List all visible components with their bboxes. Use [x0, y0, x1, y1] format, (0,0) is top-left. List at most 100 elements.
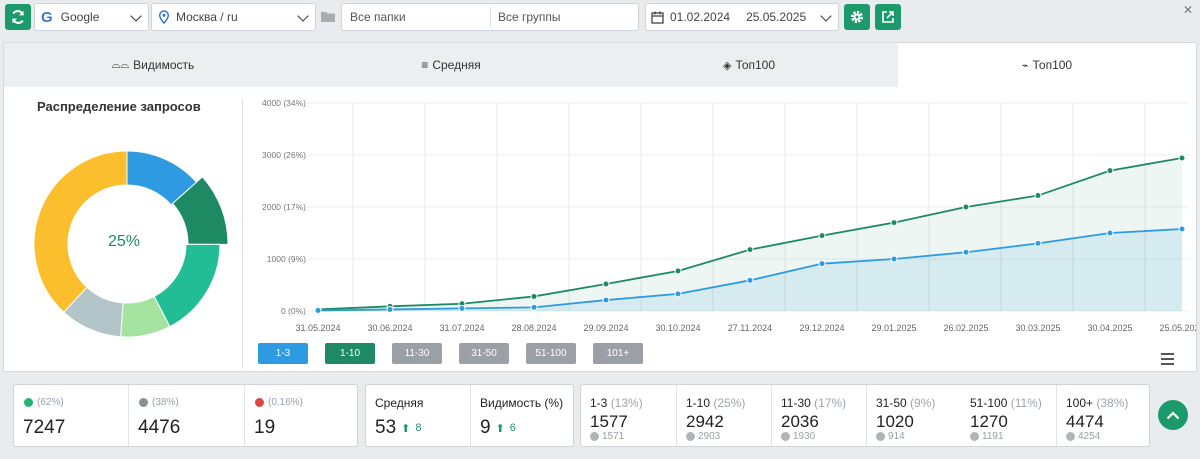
- range-value: 2942: [686, 412, 724, 431]
- export-icon: [882, 11, 894, 23]
- data-point: [890, 255, 898, 263]
- range-pct: (11%): [1010, 396, 1042, 410]
- down-value: 19: [254, 417, 276, 438]
- tab-label: Топ100: [1032, 58, 1073, 72]
- x-tick-label: 30.10.2024: [655, 323, 700, 333]
- up-value: 7247: [23, 417, 66, 438]
- gear-icon: [851, 11, 863, 23]
- x-tick-label: 28.08.2024: [511, 323, 556, 333]
- donut-center-label: 25%: [107, 233, 141, 250]
- search-engine-select[interactable]: G Google: [34, 3, 149, 31]
- range-label: 100+: [1066, 396, 1094, 410]
- data-point: [818, 232, 826, 240]
- history-icon: [781, 432, 790, 441]
- same-value: 4476: [138, 417, 181, 438]
- scroll-top-button[interactable]: [1158, 400, 1188, 430]
- date-to: 25.05.2025: [746, 10, 807, 24]
- range-31-50: 31-50 (9%) 1020 914: [866, 385, 961, 446]
- folders-groups-filter[interactable]: Все папки Все группы: [341, 3, 639, 31]
- arrow-up-icon: ⬆: [401, 422, 411, 435]
- positions-up: (62%) 7247: [14, 385, 128, 446]
- tab-label: Средняя: [432, 58, 481, 72]
- x-tick-label: 29.09.2024: [583, 323, 628, 333]
- down-pct: (0.16%): [268, 397, 304, 408]
- data-point: [602, 296, 610, 304]
- range-11-30: 11-30 (17%) 2036 1930: [771, 385, 866, 446]
- close-icon[interactable]: ✕: [1183, 3, 1194, 17]
- chevron-down-icon: [297, 10, 309, 22]
- arrow-up-icon: [24, 398, 33, 407]
- trend-icon: ⌁: [1021, 59, 1029, 72]
- range-prev: 1571: [602, 431, 625, 442]
- y-tick-label: 2000 (17%): [262, 202, 306, 212]
- google-icon: G: [41, 8, 53, 26]
- donut-slice-1-10: [171, 176, 229, 245]
- same-pct: (38%): [152, 397, 179, 408]
- average-delta: 8: [415, 422, 422, 434]
- folders-field[interactable]: Все папки: [350, 10, 406, 24]
- chevron-down-icon: [820, 10, 832, 22]
- range-value: 1577: [590, 412, 628, 431]
- data-point: [962, 248, 970, 256]
- range-100-plus: 100+ (38%) 4474 4254: [1056, 385, 1149, 446]
- donut-chart: [33, 150, 229, 338]
- date-from: 01.02.2024: [670, 10, 731, 24]
- visibility-delta: 6: [509, 422, 516, 434]
- range-filter-101+[interactable]: 101+: [593, 343, 643, 364]
- average-icon: ≡: [421, 58, 429, 72]
- tab-visibility[interactable]: ⌓⌓ Видимость: [4, 43, 302, 87]
- arrow-down-icon: [255, 398, 264, 407]
- tab-top100-layers[interactable]: ◈ Топ100: [600, 43, 898, 87]
- visibility-label: Видимость (%): [480, 396, 564, 410]
- data-point: [314, 306, 322, 314]
- minus-icon: [139, 398, 148, 407]
- range-value: 1270: [970, 412, 1008, 431]
- ranges-card: 1-3 (13%) 1577 1571 1-10 (25%) 2942 2903…: [580, 384, 1150, 447]
- history-icon: [1066, 432, 1075, 441]
- tab-bar: ⌓⌓ Видимость ≡ Средняя ◈ Топ100 ⌁ Топ100: [4, 43, 1196, 87]
- x-tick-label: 30.03.2025: [1015, 323, 1060, 333]
- positions-same: (38%) 4476: [128, 385, 244, 446]
- range-pct: (9%): [910, 396, 936, 410]
- range-filter-51-100[interactable]: 51-100: [526, 343, 576, 364]
- refresh-button[interactable]: [5, 4, 31, 30]
- tab-label: Видимость: [133, 58, 195, 72]
- range-filter-31-50[interactable]: 31-50: [459, 343, 509, 364]
- data-point: [674, 290, 682, 298]
- tab-top100-trend[interactable]: ⌁ Топ100: [898, 43, 1196, 87]
- calendar-icon: [651, 11, 664, 24]
- range-filter-11-30[interactable]: 11-30: [392, 343, 442, 364]
- range-filter-1-10[interactable]: 1-10: [325, 343, 375, 364]
- x-tick-label: 30.06.2024: [367, 323, 412, 333]
- chevron-up-icon: [1166, 411, 1180, 420]
- range-51-100: 51-100 (11%) 1270 1191: [961, 385, 1056, 446]
- chart-menu-button[interactable]: [1161, 353, 1174, 368]
- history-icon: [970, 432, 979, 441]
- tab-average[interactable]: ≡ Средняя: [302, 43, 600, 87]
- export-button[interactable]: [875, 4, 901, 30]
- range-pct: (13%): [610, 396, 643, 410]
- date-range-picker[interactable]: 01.02.2024 25.05.2025: [645, 3, 839, 31]
- range-label: 1-10: [686, 396, 711, 410]
- range-pct: (25%): [713, 396, 746, 410]
- history-icon: [590, 432, 599, 441]
- range-filter-1-3[interactable]: 1-3: [258, 343, 308, 364]
- settings-button[interactable]: [844, 4, 870, 30]
- range-prev: 914: [888, 431, 905, 442]
- line-chart: 31.05.2024 30.06.2024 31.07.2024 28.08.2024…: [262, 98, 1196, 333]
- x-tick-label: 25.05.2025: [1159, 323, 1196, 333]
- range-prev: 1930: [793, 431, 816, 442]
- groups-field[interactable]: Все группы: [498, 10, 561, 24]
- y-tick-label: 1000 (9%): [267, 254, 306, 264]
- data-point: [746, 246, 754, 254]
- location-pin-icon: [158, 10, 170, 24]
- region-select[interactable]: Москва / ru: [151, 3, 316, 31]
- history-icon: [876, 432, 885, 441]
- data-point: [890, 219, 898, 227]
- y-tick-label: 4000 (34%): [262, 98, 306, 108]
- y-tick-label: 3000 (26%): [262, 150, 306, 160]
- data-point: [1106, 167, 1114, 175]
- region-value: Москва / ru: [176, 10, 238, 24]
- data-point: [530, 292, 538, 300]
- range-value: 1020: [876, 412, 914, 431]
